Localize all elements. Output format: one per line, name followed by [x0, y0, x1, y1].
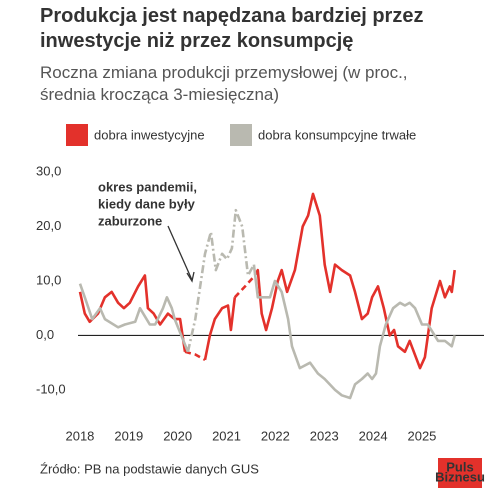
x-tick-label: 2024 [359, 428, 388, 443]
legend-label: dobra inwestycyjne [94, 127, 205, 142]
series-line [252, 264, 456, 400]
y-tick-label: 0,0 [36, 327, 54, 342]
chart-subtitle: Roczna zmiana produkcji przemysłowej (w … [40, 63, 408, 104]
source: Źródło: PB na podstawie danych GUS [40, 461, 259, 476]
series-line [233, 274, 256, 299]
series-line [184, 350, 206, 362]
x-tick-label: 2018 [65, 428, 94, 443]
y-tick-label: 10,0 [36, 272, 61, 287]
y-tick-label: 30,0 [36, 164, 61, 179]
chart-title: Produkcja jest napędzana bardziej przez … [40, 5, 424, 52]
x-tick-label: 2025 [407, 428, 436, 443]
legend-label: dobra konsumpcyjne trwałe [258, 127, 416, 142]
y-tick-label: 20,0 [36, 218, 61, 233]
x-tick-label: 2021 [212, 428, 241, 443]
annotation-arrowhead [186, 271, 195, 283]
annotation: okres pandemii, [98, 179, 197, 194]
logo-text: Puls [446, 459, 473, 474]
x-tick-label: 2020 [163, 428, 192, 443]
annotation-arrow [167, 225, 193, 281]
annotation: kiedy dane były [98, 196, 196, 211]
legend-swatch [230, 124, 252, 146]
annotation: zaburzone [98, 213, 162, 228]
y-tick-label: -10,0 [36, 381, 66, 396]
series-line [78, 283, 190, 353]
x-tick-label: 2023 [310, 428, 339, 443]
series-line [203, 297, 237, 361]
logo-text: Biznesu [435, 469, 485, 484]
series-line [253, 192, 456, 370]
legend-swatch [66, 124, 88, 146]
series-line [186, 208, 256, 353]
x-tick-label: 2019 [114, 428, 143, 443]
logo-box [438, 458, 482, 488]
x-tick-label: 2022 [261, 428, 290, 443]
